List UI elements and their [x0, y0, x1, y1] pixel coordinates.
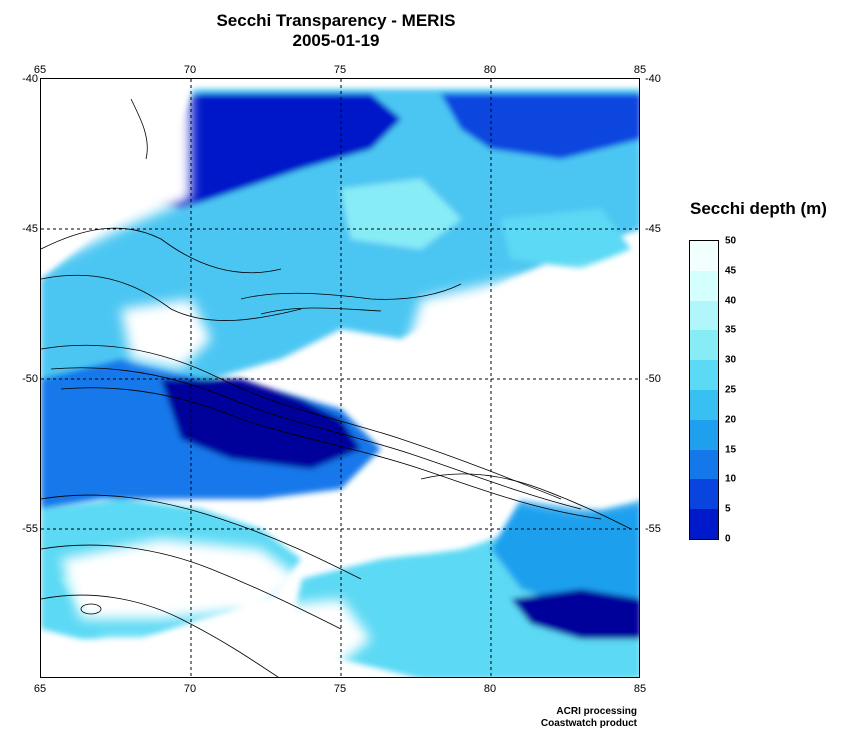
- graticule: [41, 79, 639, 677]
- colorbar-tick-label: 0: [725, 533, 731, 545]
- colorbar-band: [690, 300, 718, 331]
- bottom-lon-tick-65: 65: [33, 683, 47, 695]
- colorbar: [689, 240, 719, 540]
- top-lon-tick-75: 75: [333, 64, 347, 76]
- colorbar-tick-label: 20: [725, 414, 737, 426]
- top-lon-tick-65: 65: [33, 64, 47, 76]
- left-lat-tick-55: -55: [22, 523, 38, 535]
- secchi-map-image: [41, 79, 639, 677]
- bottom-lon-tick-75: 75: [333, 683, 347, 695]
- colorbar-tick-label: 10: [725, 473, 737, 485]
- colorbar-band: [690, 509, 718, 539]
- right-lat-tick-50: -50: [645, 373, 661, 385]
- left-lat-tick-40: -40: [22, 73, 38, 85]
- colorbar-tick-label: 15: [725, 444, 737, 456]
- colorbar-tick-label: 35: [725, 324, 737, 336]
- top-lon-tick-80: 80: [483, 64, 497, 76]
- colorbar-band: [690, 270, 718, 302]
- bottom-lon-tick-80: 80: [483, 683, 497, 695]
- credit-processing: ACRI processing: [556, 706, 637, 717]
- colorbar-band: [690, 360, 718, 391]
- secchi-map: [40, 78, 640, 678]
- top-lon-tick-70: 70: [183, 64, 197, 76]
- left-lat-tick-50: -50: [22, 373, 38, 385]
- top-lon-tick-85: 85: [633, 64, 647, 76]
- map-title: Secchi Transparency - MERIS: [216, 11, 456, 30]
- cloud-mask: [41, 79, 639, 677]
- right-lat-tick-45: -45: [645, 223, 661, 235]
- bathymetry-contours: [41, 98, 632, 677]
- right-lat-tick-40: -40: [645, 73, 661, 85]
- colorbar-tick-label: 30: [725, 354, 737, 366]
- colorbar-band: [690, 330, 718, 361]
- colorbar-band: [690, 419, 718, 451]
- secchi-color-fill: [41, 89, 639, 677]
- map-date: 2005-01-19: [292, 31, 380, 50]
- colorbar-tick-label: 45: [725, 265, 737, 277]
- bottom-lon-tick-85: 85: [633, 683, 647, 695]
- left-lat-tick-45: -45: [22, 223, 38, 235]
- bottom-lon-tick-70: 70: [183, 683, 197, 695]
- credit-product: Coastwatch product: [540, 718, 637, 729]
- legend-title: Secchi depth (m): [690, 199, 827, 218]
- colorbar-tick-label: 5: [725, 503, 731, 515]
- colorbar-band: [690, 390, 718, 421]
- colorbar-tick-label: 40: [725, 295, 737, 307]
- colorbar-band: [690, 449, 718, 480]
- colorbar-tick-label: 50: [725, 235, 737, 247]
- colorbar-band: [690, 479, 718, 510]
- colorbar-band: [690, 241, 718, 272]
- colorbar-tick-label: 25: [725, 384, 737, 396]
- right-lat-tick-55: -55: [645, 523, 661, 535]
